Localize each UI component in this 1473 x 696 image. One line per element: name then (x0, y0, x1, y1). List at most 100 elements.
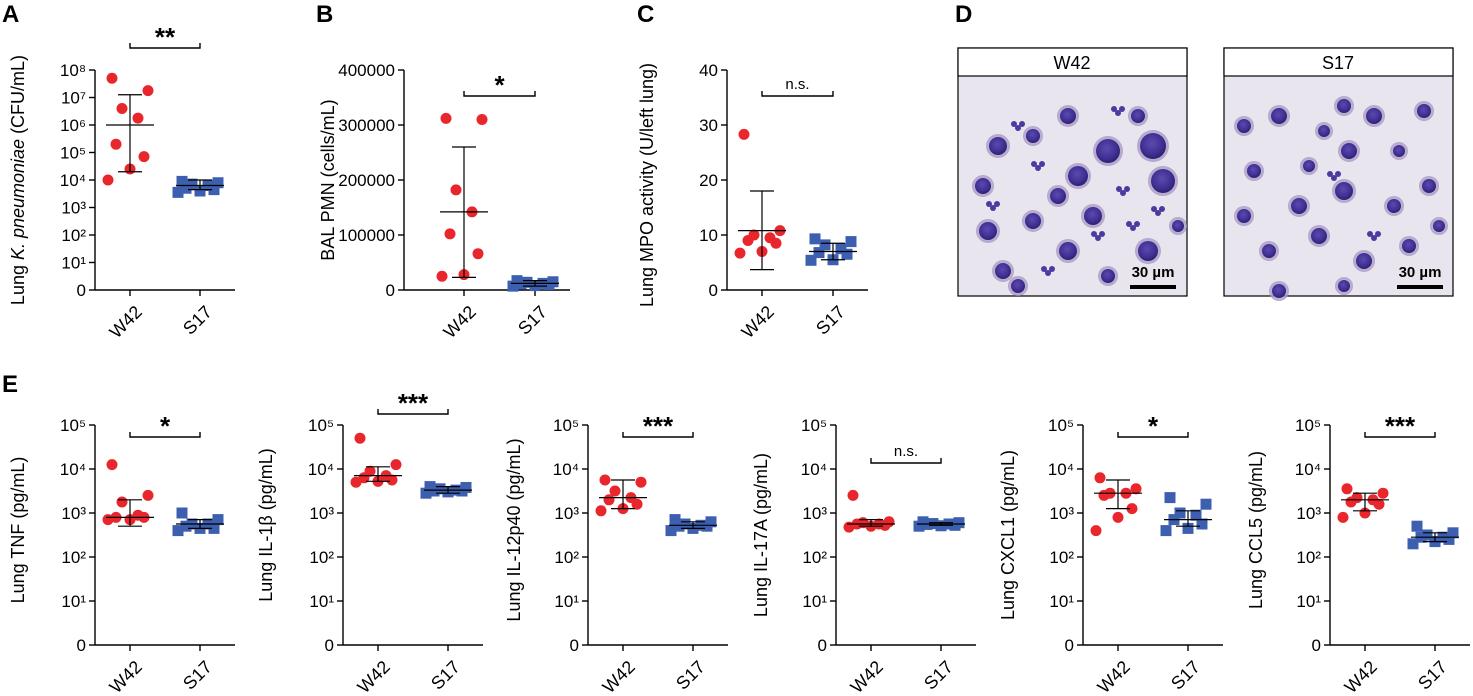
neutrophil-lobe (1331, 175, 1337, 181)
data-point-s17 (913, 520, 925, 532)
neutrophil-lobe (1371, 235, 1377, 241)
neutrophil-lobe (1155, 210, 1161, 216)
significance-label: *** (643, 411, 674, 441)
micrograph-w42-header (957, 47, 1188, 77)
data-point-w42 (879, 519, 891, 531)
x-tick-label-w42: W42 (106, 657, 146, 696)
data-point-w42 (770, 237, 782, 249)
y-tick-label: 10⁵ (60, 416, 86, 435)
data-point-w42 (1130, 483, 1142, 495)
data-point-w42 (476, 114, 488, 125)
x-tick-label-s17: S17 (179, 302, 216, 339)
data-point-w42 (138, 151, 150, 163)
cell-nucleus (1393, 145, 1405, 157)
cell-nucleus (1272, 284, 1286, 298)
significance-label: *** (1385, 411, 1416, 441)
data-point-s17 (701, 520, 713, 532)
data-point-w42 (631, 498, 643, 510)
y-tick-label: 40 (699, 61, 718, 80)
y-tick-label: 10⁴ (1295, 460, 1321, 479)
data-point-w42 (738, 128, 750, 140)
neutrophil-lobe (1151, 206, 1157, 212)
cell-nucleus (1422, 179, 1436, 193)
y-axis-label: Lung TNF (pg/mL) (8, 457, 28, 604)
neutrophil-lobe (1327, 171, 1333, 177)
data-point-w42 (1337, 511, 1349, 523)
data-point-w42 (847, 489, 859, 501)
y-tick-label: 10² (61, 548, 86, 567)
chart-b-bal-pmn: 0 100000 200000 300000 400000 W42 S17 BAL PMN (… (318, 61, 570, 342)
neutrophil-lobe (1134, 221, 1140, 227)
significance-bracket (129, 43, 201, 49)
cell-nucleus (975, 178, 991, 194)
data-point-s17 (1182, 522, 1194, 534)
y-tick-label: 0 (570, 636, 579, 655)
y-axis-label-part: (CFU/mL) (8, 55, 28, 139)
neutrophil-lobe (1049, 266, 1055, 272)
cell-nucleus (1291, 198, 1307, 214)
cell-nucleus (1011, 279, 1025, 293)
neutrophil-lobe (1335, 171, 1341, 177)
data-point-w42 (444, 228, 456, 240)
y-tick-label: 10⁷ (61, 89, 86, 108)
cell-nucleus (1237, 119, 1251, 133)
y-tick-label: 10² (1296, 548, 1321, 567)
chart-a-lung-k-pneumoniae: 0 10¹ 10² 10³ 10⁴ 10⁵ 10⁶ 10⁷ 10⁸ W42 S17 Lung K. p… (8, 22, 235, 342)
data-point-w42 (1373, 498, 1385, 510)
data-point-w42 (390, 459, 402, 471)
data-point-w42 (106, 459, 118, 471)
data-point-s17 (212, 177, 224, 189)
y-tick-label: 10⁴ (801, 460, 827, 479)
y-tick-label: 10² (61, 226, 86, 245)
neutrophil-lobe (1095, 235, 1101, 241)
x-tick-label-w42: W42 (599, 657, 639, 696)
data-point-s17 (208, 184, 220, 196)
data-point-s17 (1160, 525, 1172, 537)
data-point-s17 (456, 485, 468, 497)
neutrophil-lobe (1130, 225, 1136, 231)
data-point-s17 (1200, 498, 1212, 510)
data-point-w42 (142, 489, 154, 501)
cell-nucleus (1318, 125, 1330, 137)
neutrophil-lobe (1119, 106, 1125, 112)
y-tick-label: 10³ (1296, 504, 1321, 523)
y-axis-label-part: Lung IL-1 (256, 526, 276, 602)
y-axis-label-part: β (256, 515, 276, 525)
x-tick-label-s17: S17 (812, 302, 849, 339)
y-tick-label: 400000 (338, 61, 395, 80)
y-tick-label: 200000 (338, 171, 395, 190)
cell-nucleus (1151, 169, 1175, 193)
cell-nucleus (1101, 269, 1115, 283)
micrograph-s17-header (1223, 47, 1454, 77)
data-point-s17 (1411, 520, 1423, 532)
data-point-w42 (1345, 496, 1357, 508)
data-point-w42 (595, 505, 607, 517)
micrograph-s17: S17 30 µm (1223, 47, 1454, 301)
y-tick-label: 10³ (61, 504, 86, 523)
data-point-s17 (420, 487, 432, 499)
cell-nucleus (1303, 160, 1315, 172)
cell-nucleus (1335, 182, 1353, 200)
x-tick-label-w42: W42 (440, 302, 480, 342)
data-point-w42 (102, 514, 114, 526)
data-point-w42 (116, 496, 128, 508)
cell-nucleus (1247, 164, 1261, 178)
y-tick-label: 10¹ (802, 592, 827, 611)
y-tick-label: 10⁴ (60, 460, 86, 479)
y-tick-label: 10³ (554, 504, 579, 523)
x-tick-label-w42: W42 (1341, 657, 1381, 696)
data-point-s17 (208, 522, 220, 534)
data-point-s17 (805, 254, 817, 266)
neutrophil-lobe (1124, 186, 1130, 192)
x-tick-label-s17: S17 (920, 657, 957, 694)
data-point-w42 (386, 474, 398, 486)
cell-nucleus (989, 137, 1007, 155)
y-axis-label: Lung MPO activity (U/left lung) (637, 63, 657, 307)
data-point-w42 (102, 174, 114, 186)
neutrophil-lobe (1375, 231, 1381, 237)
cell-nucleus (995, 263, 1011, 279)
y-tick-label: 10³ (1049, 504, 1074, 523)
y-tick-label: 10² (802, 548, 827, 567)
y-tick-label: 10⁵ (60, 144, 86, 163)
cell-nucleus (1338, 280, 1350, 292)
